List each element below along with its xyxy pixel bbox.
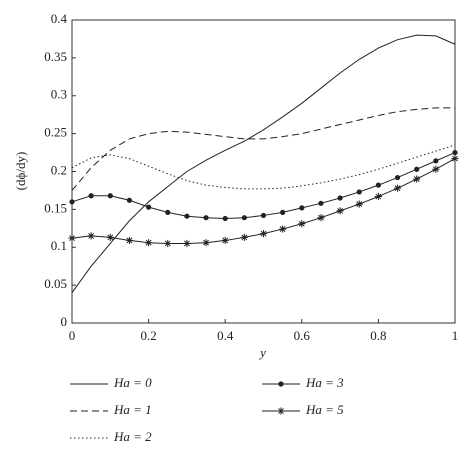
x-tick-label: 0.8 [370,328,386,343]
marker [451,155,459,163]
plot-frame [71,19,456,324]
marker [278,381,284,387]
marker [413,175,421,183]
legend-label: Ha = 2 [113,429,152,444]
y-tick-label: 0.35 [44,49,67,64]
y-tick-label: 0.2 [51,162,67,177]
marker [452,149,458,156]
line [71,107,455,191]
y-tick-label: 0.3 [51,87,67,102]
marker [240,233,248,242]
marker [259,230,268,238]
marker [318,200,324,206]
marker [87,232,95,240]
marker [126,197,133,203]
marker [203,215,209,221]
marker [299,205,305,211]
marker [317,214,325,222]
marker [164,239,172,248]
marker [106,233,114,242]
legend-label: Ha = 5 [305,402,344,417]
y-axis-label: (dϕ/dy) [13,152,28,191]
marker [393,184,402,192]
legend-label: Ha = 0 [113,375,152,390]
marker [279,225,287,233]
marker [145,239,153,247]
legend-label: Ha = 1 [113,402,152,417]
marker [260,212,267,219]
marker [107,193,113,199]
marker [222,215,228,222]
y-tick-label: 0.25 [44,125,67,140]
marker [280,209,286,216]
marker [298,220,306,228]
marker [88,193,94,199]
y-tick-label: 0 [61,314,68,329]
marker [433,158,439,164]
x-tick-label: 0 [69,328,76,343]
marker [337,195,343,201]
marker [146,204,152,210]
marker [68,234,76,242]
y-tick-label: 0.15 [44,200,67,215]
marker [202,239,210,247]
legend-label: Ha = 3 [305,375,344,390]
marker [414,166,420,172]
x-tick-label: 0.2 [140,328,156,343]
marker [165,209,171,216]
marker [277,407,285,415]
marker [375,182,381,188]
x-tick-label: 1 [452,328,459,343]
marker [432,165,440,173]
marker [394,174,401,181]
y-tick-label: 0.1 [51,238,67,253]
marker [183,239,191,248]
marker [125,236,134,245]
marker [356,189,362,195]
line [71,34,456,293]
marker [221,236,229,245]
marker [184,213,190,219]
x-axis-label: y [258,345,266,360]
x-tick-label: 0.6 [294,328,311,343]
marker [355,200,363,208]
marker [374,192,382,201]
y-tick-label: 0.4 [51,11,68,26]
marker [69,199,75,205]
line [71,144,456,190]
marker [336,207,344,215]
x-tick-label: 0.4 [217,328,234,343]
marker [241,215,247,221]
y-tick-label: 0.05 [44,276,67,291]
